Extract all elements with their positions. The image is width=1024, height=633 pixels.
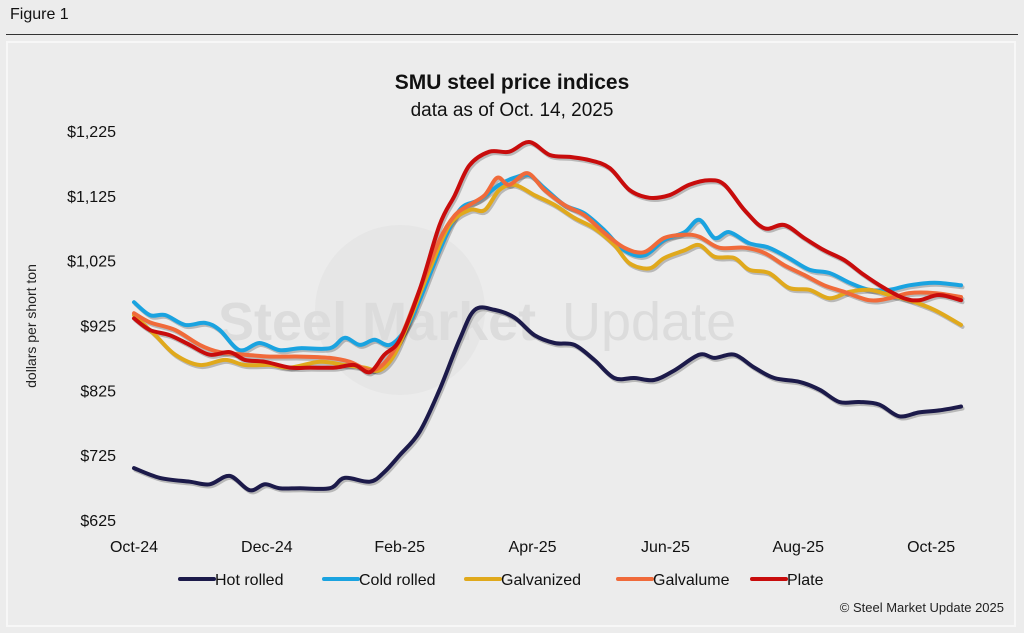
series-lines bbox=[132, 140, 963, 493]
y-tick-label: $825 bbox=[80, 383, 116, 400]
chart-panel bbox=[6, 41, 1016, 627]
x-tick-label: Oct-25 bbox=[907, 539, 955, 556]
y-tick-label: $1,125 bbox=[67, 189, 116, 206]
chart-title: SMU steel price indices bbox=[395, 71, 630, 94]
x-tick-label: Dec-24 bbox=[241, 539, 293, 556]
legend: Hot rolled Cold rolled Galvanized Galvalume… bbox=[178, 572, 824, 589]
x-tick-label: Jun-25 bbox=[641, 539, 690, 556]
y-axis-ticks: $625 $725 $825 $925 $1,025 $1,125 $1,225 bbox=[67, 124, 116, 530]
legend-item-galvanized: Galvanized bbox=[464, 572, 581, 589]
x-tick-label: Feb-25 bbox=[374, 539, 425, 556]
chart-subtitle: data as of Oct. 14, 2025 bbox=[411, 100, 614, 121]
legend-label: Hot rolled bbox=[215, 572, 283, 589]
watermark-text-light: Update bbox=[562, 292, 736, 352]
series-line-plate bbox=[132, 140, 963, 375]
legend-item-plate: Plate bbox=[750, 572, 824, 589]
y-tick-label: $925 bbox=[80, 319, 116, 336]
legend-label: Galvanized bbox=[501, 572, 581, 589]
legend-label: Cold rolled bbox=[359, 572, 435, 589]
x-tick-label: Aug-25 bbox=[772, 539, 824, 556]
y-tick-label: $1,025 bbox=[67, 254, 116, 271]
figure-label: Figure 1 bbox=[10, 6, 69, 23]
y-tick-label: $725 bbox=[80, 448, 116, 465]
figure-divider bbox=[6, 34, 1018, 35]
legend-item-galvalume: Galvalume bbox=[616, 572, 730, 589]
legend-item-hot-rolled: Hot rolled bbox=[178, 572, 283, 589]
legend-label: Plate bbox=[787, 572, 824, 589]
x-tick-label: Apr-25 bbox=[509, 539, 557, 556]
x-axis-ticks: Oct-24 Dec-24 Feb-25 Apr-25 Jun-25 Aug-25 Oct-… bbox=[110, 539, 955, 556]
legend-item-cold-rolled: Cold rolled bbox=[322, 572, 435, 589]
series-line-hot-rolled bbox=[132, 305, 963, 493]
watermark-logo-circle bbox=[315, 225, 485, 395]
y-axis-label: dollars per short ton bbox=[23, 264, 39, 388]
y-tick-label: $1,225 bbox=[67, 124, 116, 141]
legend-label: Galvalume bbox=[653, 572, 730, 589]
y-tick-label: $625 bbox=[80, 513, 116, 530]
copyright-credit: © Steel Market Update 2025 bbox=[840, 600, 1004, 615]
series-line-galvalume bbox=[132, 171, 963, 373]
x-tick-label: Oct-24 bbox=[110, 539, 158, 556]
